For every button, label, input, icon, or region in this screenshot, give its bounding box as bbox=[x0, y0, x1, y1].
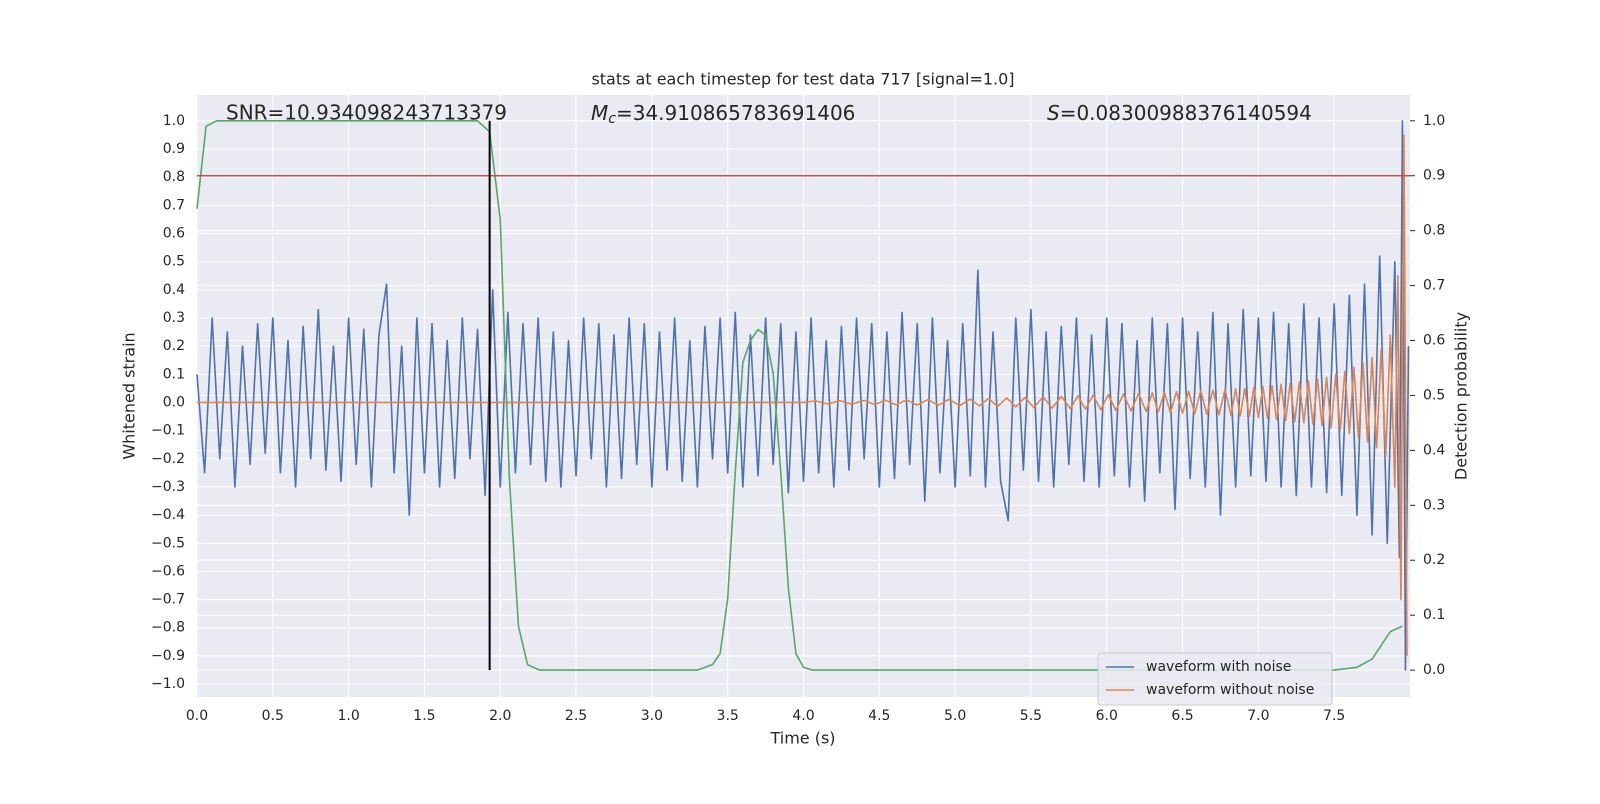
x-tick-label: 1.0 bbox=[337, 708, 359, 724]
x-tick-label: 6.5 bbox=[1171, 708, 1193, 724]
legend-label: waveform without noise bbox=[1146, 682, 1314, 698]
series-line bbox=[197, 134, 1408, 656]
x-tick-label: 4.5 bbox=[868, 708, 890, 724]
y-tick-label: −0.6 bbox=[151, 563, 185, 579]
x-tick-label: 2.5 bbox=[565, 708, 587, 724]
y-tick-label: 0.3 bbox=[163, 310, 185, 326]
y2-tick-label: 0.5 bbox=[1423, 387, 1445, 403]
y2-tick-label: 0.8 bbox=[1423, 223, 1445, 239]
y-tick-label: −0.2 bbox=[151, 451, 185, 467]
y2-tick-label: 0.7 bbox=[1423, 278, 1445, 294]
legend-box bbox=[1097, 652, 1333, 706]
y2-tick-label: 1.0 bbox=[1423, 113, 1445, 129]
y2-tick-label: 0.3 bbox=[1423, 497, 1445, 513]
x-tick-label: 3.5 bbox=[717, 708, 739, 724]
x-tick-label: 0.0 bbox=[186, 708, 208, 724]
y2-tick-label: 0.2 bbox=[1423, 552, 1445, 568]
x-tick-label: 1.5 bbox=[413, 708, 435, 724]
s-symbol: S bbox=[1047, 101, 1060, 125]
mc-annotation: Mc=34.910865783691406 bbox=[591, 101, 855, 128]
series-line bbox=[196, 120, 1403, 671]
y-tick-label: −0.3 bbox=[151, 479, 185, 495]
s-value: =0.08300988376140594 bbox=[1060, 101, 1312, 125]
y2-tick-label: 0.4 bbox=[1423, 442, 1445, 458]
y2-tick-label: 0.9 bbox=[1423, 168, 1445, 184]
x-tick-label: 6.0 bbox=[1096, 708, 1118, 724]
snr-annotation: SNR=10.934098243713379 bbox=[226, 101, 507, 125]
y-tick-label: −0.4 bbox=[151, 507, 185, 523]
x-tick-label: 3.0 bbox=[641, 708, 663, 724]
y2-axis-label: Detection probability bbox=[1452, 312, 1471, 480]
y2-tick-label: 0.6 bbox=[1423, 333, 1445, 349]
y-tick-label: 0.6 bbox=[163, 226, 185, 242]
x-tick-label: 5.0 bbox=[944, 708, 966, 724]
x-tick-label: 5.5 bbox=[1020, 708, 1042, 724]
mc-subscript: c bbox=[608, 111, 616, 127]
grid bbox=[196, 95, 1410, 697]
mc-symbol: M bbox=[591, 101, 608, 125]
y-tick-label: 0.8 bbox=[163, 169, 185, 185]
y-tick-label: 0.2 bbox=[163, 338, 185, 354]
x-axis-label: Time (s) bbox=[769, 729, 835, 748]
x-tick-label: 0.5 bbox=[262, 708, 284, 724]
y-tick-label: 0.9 bbox=[163, 141, 185, 157]
x-tick-label: 7.0 bbox=[1247, 708, 1269, 724]
y-tick-label: −0.1 bbox=[151, 423, 185, 439]
x-tick-label: 7.5 bbox=[1323, 708, 1345, 724]
y-tick-label: −0.5 bbox=[151, 535, 185, 551]
s-annotation: S=0.08300988376140594 bbox=[1047, 101, 1312, 125]
y-tick-label: −1.0 bbox=[151, 676, 185, 692]
y-tick-label: −0.9 bbox=[151, 648, 185, 664]
y-tick-label: 0.4 bbox=[163, 282, 185, 298]
y-tick-label: 0.0 bbox=[163, 394, 185, 410]
series-line bbox=[196, 120, 1410, 671]
marks bbox=[196, 120, 1410, 671]
y-tick-label: 0.7 bbox=[163, 197, 185, 213]
y-tick-label: 0.1 bbox=[163, 366, 185, 382]
y-tick-label: −0.7 bbox=[151, 592, 185, 608]
mc-value: =34.910865783691406 bbox=[616, 101, 855, 125]
legend-label: waveform with noise bbox=[1146, 659, 1291, 675]
y2-tick-label: 0.0 bbox=[1423, 662, 1445, 678]
y-tick-label: 1.0 bbox=[163, 113, 185, 129]
y-axis-label: Whitened strain bbox=[120, 332, 139, 459]
y-tick-label: 0.5 bbox=[163, 254, 185, 270]
y2-tick-label: 0.1 bbox=[1423, 607, 1445, 623]
y-tick-label: −0.8 bbox=[151, 620, 185, 636]
legend: waveform with noise waveform without nois… bbox=[1097, 652, 1333, 706]
x-tick-label: 2.0 bbox=[489, 708, 511, 724]
x-tick-label: 4.0 bbox=[792, 708, 814, 724]
chart-title: stats at each timestep for test data 717… bbox=[591, 70, 1014, 89]
